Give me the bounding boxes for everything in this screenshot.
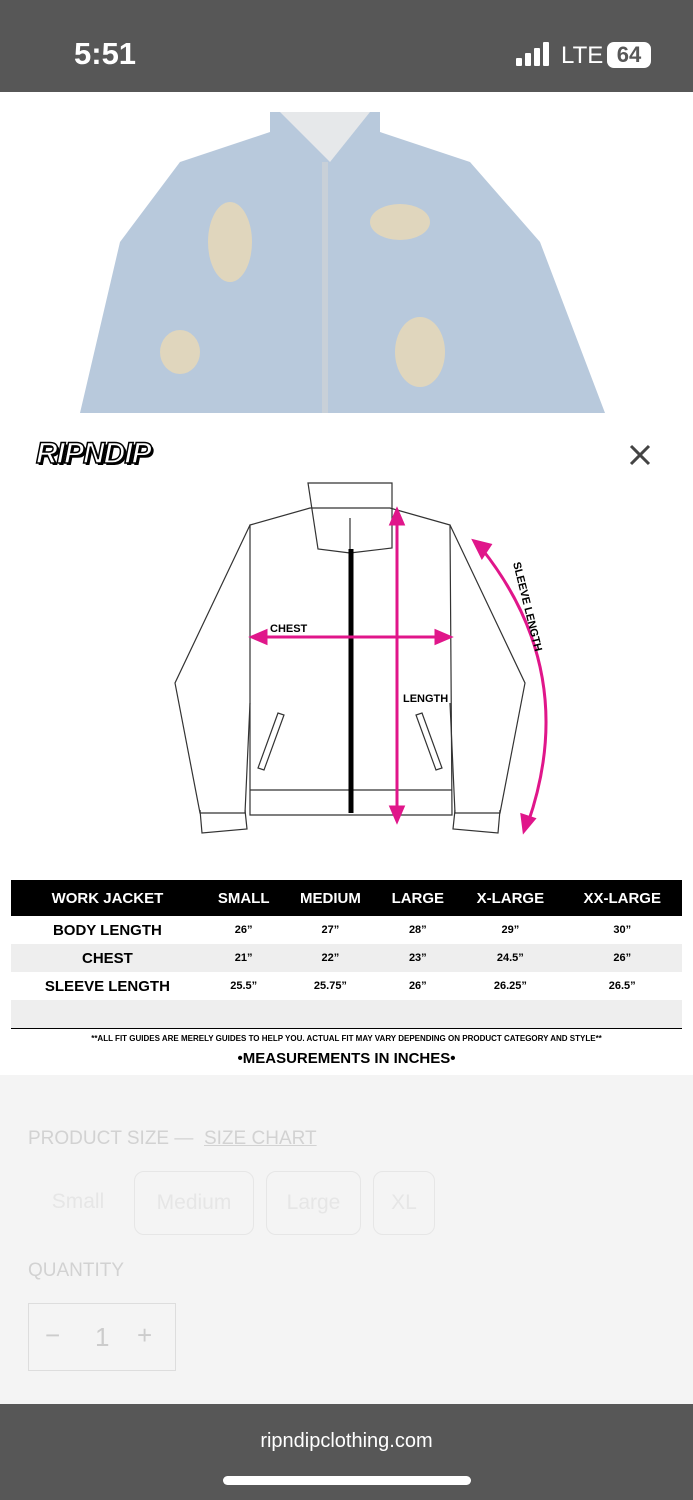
home-indicator [223,1476,471,1485]
table-cell: 24.5” [458,944,563,972]
browser-bar: ripndipclothing.com [0,1404,693,1500]
size-option[interactable]: XL [373,1171,435,1235]
table-cell: 26” [408,980,427,992]
table-cell: CHEST [11,944,204,972]
table-row [11,1000,682,1028]
column-header: LARGE [377,880,459,916]
column-header: SMALL [203,880,284,916]
chest-label: CHEST [270,623,308,635]
table-cell: BODY LENGTH [52,921,162,939]
product-photo [0,92,693,413]
table-cell: 21” [203,944,284,972]
size-option[interactable]: Medium [134,1171,254,1235]
table-cell: 30” [613,924,632,936]
column-header: MEDIUM [283,880,378,916]
units-note: •MEASUREMENTS IN INCHES• [237,1050,456,1067]
size-label: PRODUCT SIZE — [28,1128,194,1149]
table-cell: 26” [234,924,253,936]
quantity-label: QUANTITY [28,1260,125,1281]
size-option[interactable]: Large [266,1171,361,1235]
table-cell: SLEEVE LENGTH [44,977,170,995]
column-header: WORK JACKET [11,880,204,916]
close-button[interactable] [628,443,652,467]
table-cell: 26.5” [608,980,636,992]
table-cell: 26.25” [493,980,527,992]
decrement[interactable]: − [45,1320,61,1350]
jacket-photo [80,112,605,413]
table-cell: 23” [377,944,459,972]
table-row: CHEST 21” 22” 23” 24.5” 26” [11,944,682,972]
table-cell: 29” [501,924,520,936]
table-cell: 26” [562,944,682,972]
table-cell: 28” [408,924,427,936]
table-row: BODY LENGTH 26” 27” 28” 29” 30” [11,916,682,944]
column-header: X-LARGE [458,880,563,916]
status-bar: 5:51 LTE 64 [0,0,693,92]
quantity-value: 1 [95,1322,110,1352]
size-table: WORK JACKET SMALL MEDIUM LARGE X-LARGE XX-LAR… [11,880,682,1028]
jacket-diagram: CHEST LENGTH SLEEVE LENGTH [174,482,548,835]
battery: 64 [607,42,651,68]
increment[interactable]: + [137,1320,153,1350]
size-chart-link[interactable]: SIZE CHART [204,1128,317,1149]
disclaimer: **ALL FIT GUIDES ARE MERELY GUIDES TO HE… [91,1034,602,1043]
table-cell: 22” [283,944,378,972]
size-guide-modal: RIPNDIP CHEST LENGTH SLEEVE LENGTH WORK … [0,413,693,1075]
table-row: SLEEVE LENGTH 25.5” 25.75” 26” 26.25” 26.5” [11,972,682,1000]
length-label: LENGTH [403,693,448,705]
url[interactable]: ripndipclothing.com [260,1430,433,1452]
column-header: XX-LARGE [562,880,682,916]
brand-logo: RIPNDIP [35,436,152,471]
table-cell: 25.75” [313,980,347,992]
sleeve-label: SLEEVE LENGTH [510,561,544,653]
size-option[interactable]: Small [51,1190,105,1213]
quantity-stepper: − 1 + [28,1303,176,1371]
signal-icon [516,42,549,66]
table-cell: 25.5” [230,980,258,992]
time: 5:51 [74,36,137,71]
network: LTE [561,42,604,69]
table-cell: 27” [321,924,340,936]
